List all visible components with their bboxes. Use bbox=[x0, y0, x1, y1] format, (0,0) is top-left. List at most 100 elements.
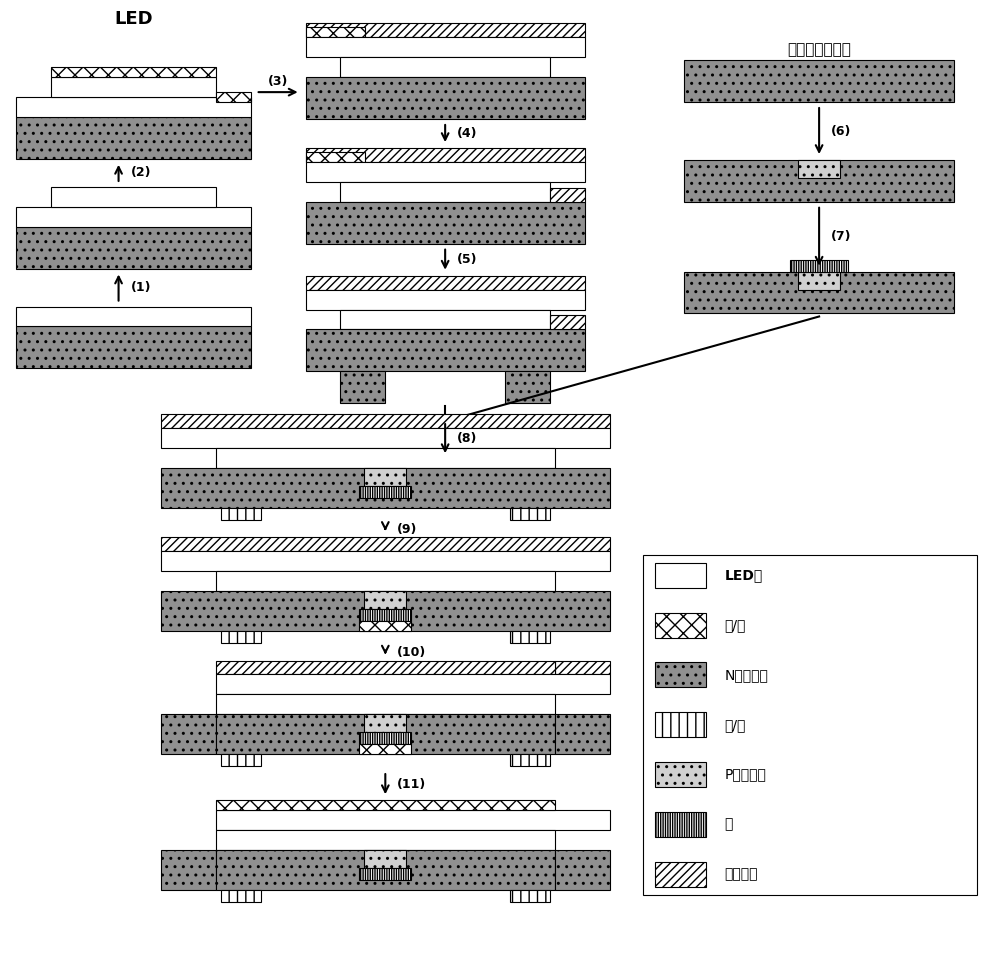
Text: 镍/金: 镍/金 bbox=[724, 618, 746, 632]
Text: (4): (4) bbox=[457, 127, 478, 140]
Bar bbox=[306, 148, 585, 162]
Bar bbox=[221, 508, 261, 520]
Bar bbox=[51, 67, 216, 77]
Bar bbox=[216, 830, 555, 850]
Bar bbox=[340, 182, 550, 201]
Bar bbox=[216, 661, 555, 674]
Bar bbox=[216, 850, 555, 890]
Text: (6): (6) bbox=[831, 125, 851, 137]
Bar bbox=[306, 201, 585, 243]
Bar bbox=[216, 714, 555, 754]
Bar bbox=[359, 733, 411, 744]
Bar bbox=[555, 661, 610, 674]
Text: N型掺杂硅: N型掺杂硅 bbox=[724, 667, 768, 682]
Bar bbox=[16, 97, 251, 117]
Text: (7): (7) bbox=[831, 231, 852, 243]
Bar bbox=[510, 890, 550, 902]
Bar bbox=[161, 468, 610, 508]
Bar bbox=[221, 754, 261, 766]
Bar bbox=[684, 160, 954, 201]
Bar bbox=[555, 850, 610, 890]
Bar bbox=[340, 57, 550, 77]
Text: P型掺杂硅: P型掺杂硅 bbox=[724, 768, 766, 781]
Text: (5): (5) bbox=[457, 253, 478, 267]
Text: 铜/金: 铜/金 bbox=[724, 718, 746, 732]
Bar bbox=[161, 591, 610, 631]
Bar bbox=[16, 327, 251, 369]
Bar bbox=[510, 631, 550, 642]
Bar bbox=[16, 117, 251, 159]
Bar bbox=[364, 468, 406, 486]
Bar bbox=[643, 555, 977, 895]
Text: (9): (9) bbox=[397, 523, 418, 536]
Bar bbox=[161, 551, 610, 571]
Bar bbox=[51, 187, 216, 207]
Bar bbox=[798, 271, 840, 290]
Bar bbox=[655, 862, 706, 886]
Bar bbox=[364, 850, 406, 868]
Bar bbox=[340, 372, 385, 403]
Bar bbox=[359, 621, 411, 631]
Bar bbox=[550, 188, 585, 201]
Bar bbox=[550, 315, 585, 330]
Bar bbox=[161, 850, 216, 890]
Bar bbox=[161, 714, 216, 754]
Bar bbox=[306, 152, 365, 162]
Bar bbox=[359, 744, 411, 754]
Text: (2): (2) bbox=[131, 166, 151, 179]
Bar bbox=[216, 92, 251, 102]
Bar bbox=[216, 811, 610, 830]
Bar bbox=[216, 800, 555, 811]
Text: (8): (8) bbox=[457, 432, 477, 445]
Bar bbox=[306, 77, 585, 119]
Text: LED: LED bbox=[114, 11, 153, 28]
Bar bbox=[306, 290, 585, 309]
Text: (11): (11) bbox=[397, 777, 427, 791]
Bar bbox=[790, 260, 848, 271]
Bar bbox=[340, 309, 550, 330]
Bar bbox=[216, 695, 555, 714]
Text: (3): (3) bbox=[268, 75, 288, 89]
Bar bbox=[655, 762, 706, 787]
Bar bbox=[505, 372, 550, 403]
Bar bbox=[359, 868, 411, 880]
Bar bbox=[798, 160, 840, 178]
Bar bbox=[161, 428, 610, 449]
Bar bbox=[655, 712, 706, 738]
Bar bbox=[16, 227, 251, 269]
Bar bbox=[555, 714, 610, 754]
Bar bbox=[306, 162, 585, 182]
Bar bbox=[359, 609, 411, 621]
Bar bbox=[510, 508, 550, 520]
Bar bbox=[161, 537, 610, 551]
Bar bbox=[364, 591, 406, 609]
Bar bbox=[306, 27, 365, 37]
Bar bbox=[216, 449, 555, 468]
Bar bbox=[216, 571, 555, 591]
Bar bbox=[655, 812, 706, 837]
Bar bbox=[216, 674, 610, 695]
Text: 二氧化硅: 二氧化硅 bbox=[724, 867, 758, 882]
Text: (10): (10) bbox=[397, 646, 427, 659]
Bar bbox=[51, 77, 216, 97]
Text: 确基光电探测器: 确基光电探测器 bbox=[787, 42, 851, 56]
Text: LED层: LED层 bbox=[724, 568, 763, 582]
Text: 铝: 铝 bbox=[724, 817, 733, 832]
Bar bbox=[655, 613, 706, 637]
Bar bbox=[221, 631, 261, 642]
Bar bbox=[161, 414, 610, 428]
Bar bbox=[16, 306, 251, 327]
Bar bbox=[364, 714, 406, 733]
Bar bbox=[306, 37, 585, 57]
Text: (1): (1) bbox=[131, 281, 151, 294]
Bar bbox=[221, 890, 261, 902]
Bar bbox=[306, 23, 585, 37]
Bar bbox=[359, 486, 411, 498]
Bar bbox=[306, 330, 585, 372]
Bar bbox=[655, 663, 706, 688]
Bar bbox=[510, 754, 550, 766]
Bar bbox=[16, 207, 251, 227]
Bar bbox=[684, 60, 954, 102]
Bar bbox=[306, 275, 585, 290]
Bar bbox=[684, 271, 954, 313]
